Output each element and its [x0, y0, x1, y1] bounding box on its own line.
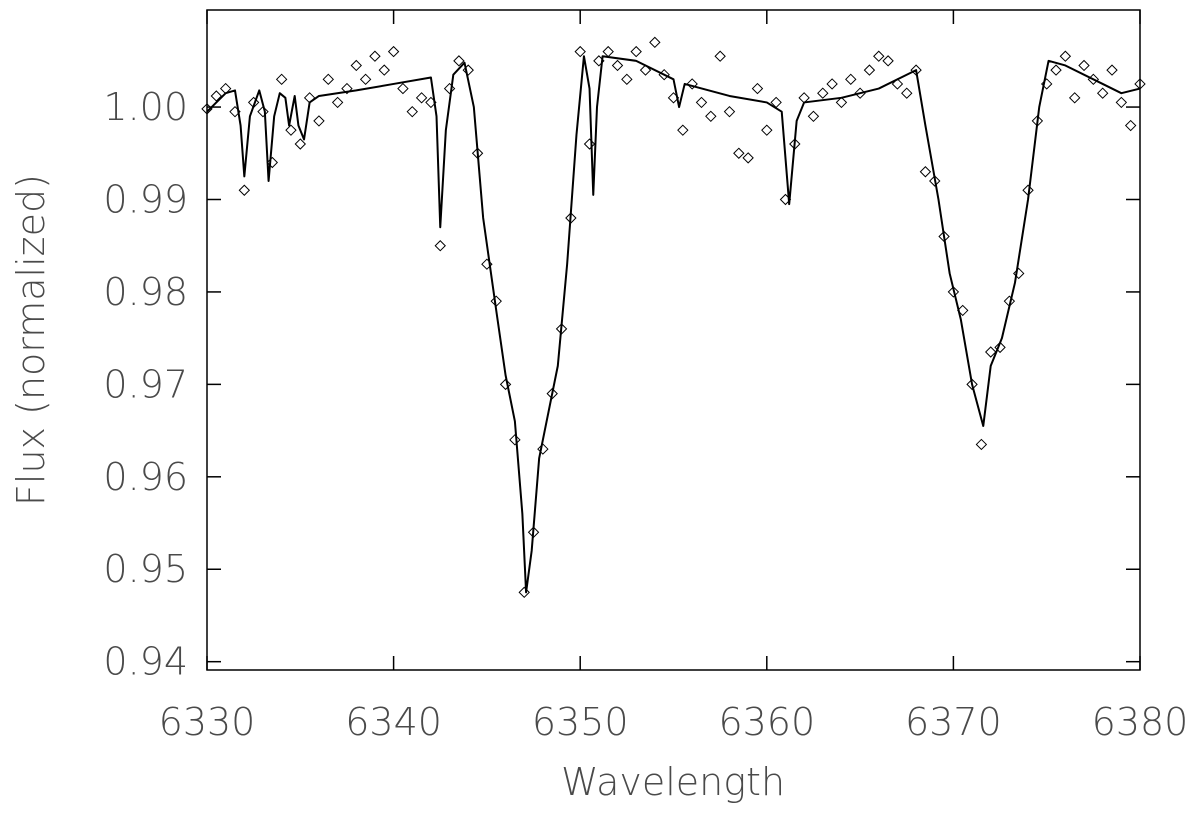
y-axis-label: Flux (normalized): [9, 174, 53, 506]
data-point: [1096, 87, 1109, 99]
data-point: [929, 175, 941, 187]
data-point: [238, 184, 251, 196]
data-point: [677, 124, 689, 136]
data-point: [723, 105, 736, 118]
data-point: [947, 286, 960, 298]
data-point: [957, 304, 969, 317]
x-tick-label: 6380: [1092, 700, 1189, 744]
data-point: [369, 50, 381, 62]
data-point: [807, 110, 820, 123]
data-point: [733, 147, 745, 159]
data-point: [611, 59, 624, 72]
data-point: [257, 105, 269, 118]
data-point: [350, 59, 362, 72]
data-point: [714, 50, 726, 62]
data-point: [378, 64, 390, 76]
data-point: [835, 96, 848, 109]
data-point: [891, 78, 904, 90]
y-tick-label: 0.96: [103, 455, 188, 499]
data-point: [537, 443, 549, 455]
data-point: [686, 78, 698, 90]
data-point: [210, 90, 223, 102]
data-point: [817, 87, 829, 99]
data-point: [742, 152, 754, 164]
data-point: [639, 64, 652, 76]
data-point: [751, 82, 764, 95]
plot-frame: [206, 9, 1141, 671]
data-point: [873, 50, 885, 62]
data-point: [434, 240, 446, 252]
data-point: [901, 87, 913, 99]
data-point: [863, 64, 876, 76]
data-point: [602, 45, 614, 58]
x-tick-label: 6330: [159, 700, 256, 744]
data-point: [341, 82, 353, 95]
data-point: [994, 341, 1006, 354]
data-point: [266, 156, 279, 169]
x-tick-label: 6360: [718, 700, 815, 744]
data-point: [509, 434, 521, 446]
data-point: [322, 73, 334, 86]
data-point: [313, 115, 325, 127]
data-point: [285, 124, 297, 136]
data-point: [919, 166, 932, 178]
data-point: [415, 92, 428, 104]
x-tick-label: 6350: [532, 700, 629, 744]
data-point: [1059, 50, 1072, 62]
data-point: [1106, 64, 1118, 76]
model-line: [206, 55, 1141, 594]
y-tick-label: 0.95: [103, 547, 188, 591]
data-point: [985, 346, 997, 358]
data-point: [1068, 92, 1081, 104]
y-tick-label: 0.97: [103, 362, 188, 406]
data-point: [1050, 64, 1062, 76]
data-point: [845, 73, 857, 86]
x-axis-label: Wavelength: [561, 760, 785, 804]
data-point: [826, 78, 838, 90]
x-tick-label: 6370: [905, 700, 1002, 744]
data-point: [621, 73, 633, 86]
data-point: [275, 73, 288, 86]
data-point: [583, 138, 596, 150]
data-point: [630, 45, 642, 58]
data-point: [649, 36, 661, 49]
data-point: [1124, 119, 1137, 132]
data-point: [387, 45, 400, 58]
data-point: [574, 45, 586, 58]
y-tick-label: 0.99: [103, 177, 188, 221]
data-point: [453, 55, 465, 67]
data-point: [882, 55, 894, 67]
y-tick-label: 0.98: [103, 270, 188, 314]
data-point: [975, 438, 988, 451]
data-point: [331, 96, 344, 109]
data-point: [499, 378, 512, 391]
data-point: [1013, 267, 1025, 280]
data-point: [761, 124, 773, 136]
data-point: [359, 73, 372, 86]
data-point: [518, 586, 530, 599]
data-point: [443, 82, 456, 95]
data-point: [294, 138, 307, 150]
data-point: [406, 105, 418, 118]
data-point: [705, 110, 717, 123]
data-point: [1078, 59, 1090, 72]
y-tick-label: 0.94: [103, 640, 188, 684]
data-point: [1115, 96, 1128, 109]
data-point: [695, 96, 708, 109]
x-tick-label: 6340: [345, 700, 442, 744]
data-point: [397, 82, 409, 95]
y-tick-label: 1.00: [103, 85, 188, 129]
data-point: [966, 378, 978, 391]
